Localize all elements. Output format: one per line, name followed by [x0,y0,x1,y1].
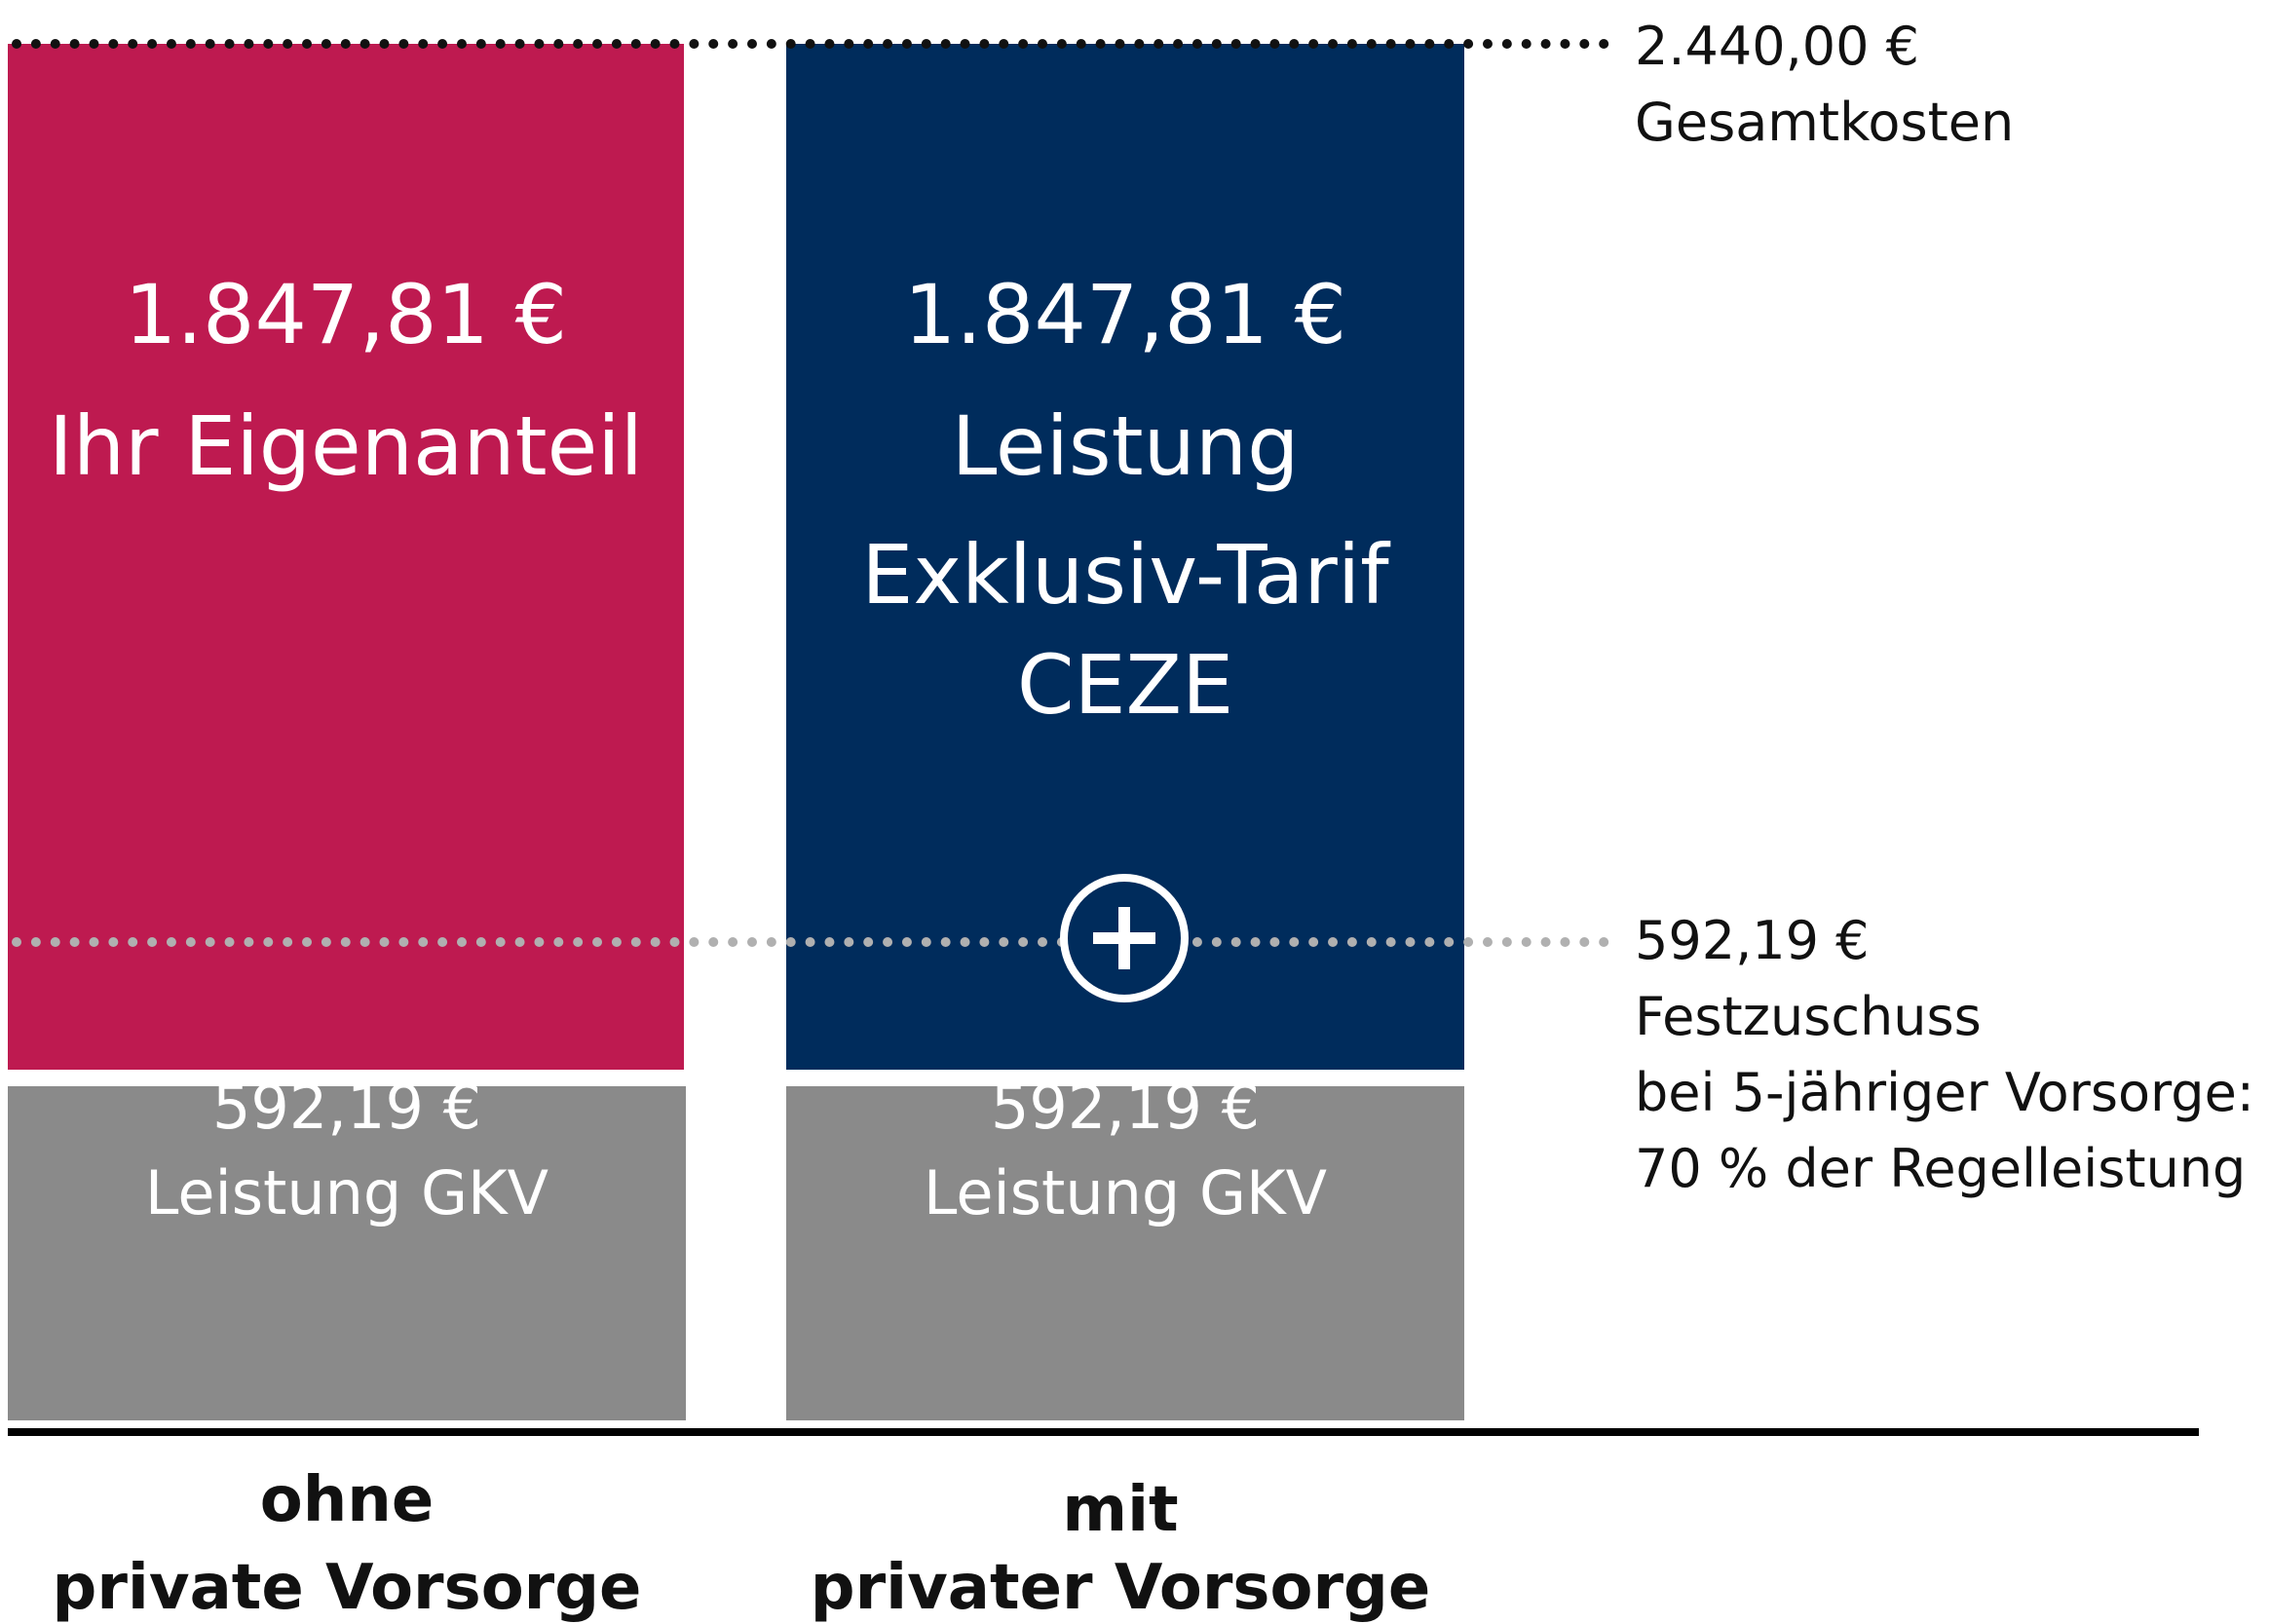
category-label: privater Vorsorge [810,1552,1431,1624]
total-annotation-label: Gesamtkosten [1635,92,2015,153]
bar-label-text: Leistung GKV [144,1157,549,1228]
festzuschuss-annotation-label: bei 5-jähriger Vorsorge: [1635,1062,2255,1123]
festzuschuss-annotation-label: 70 % der Regelleistung [1635,1138,2247,1199]
total-annotation-value: 2.440,00 € [1635,16,1919,77]
bar-label-value: 1.847,81 € [124,267,568,362]
festzuschuss-annotation-value: 592,19 € [1635,910,1870,971]
category-label: ohne [259,1464,435,1536]
baseline [8,1428,2199,1436]
total-reference-line [12,39,1609,49]
bar-label-text: Ihr Eigenanteil [49,398,643,494]
bar-label-value: 592,19 € [990,1072,1261,1143]
festzuschuss-reference-line [12,937,1609,947]
bar-label-text: CEZE [1016,637,1234,733]
bar-label-text: Exklusiv-Tarif [861,527,1389,623]
bar-ohne-gkv [8,1086,686,1420]
bar-label-text: Leistung [951,398,1300,494]
bar-ohne-eigenanteil [8,44,684,1071]
plus-circle-icon [1060,874,1189,1002]
category-label: private Vorsorge [52,1552,642,1624]
bar-label-value: 1.847,81 € [903,267,1347,362]
festzuschuss-annotation-label: Festzuschuss [1635,986,1982,1047]
category-label: mit [1062,1474,1179,1546]
bar-label-text: Leistung GKV [923,1157,1328,1228]
bar-mit-gkv [786,1086,1464,1420]
bar-label-value: 592,19 € [211,1072,482,1143]
